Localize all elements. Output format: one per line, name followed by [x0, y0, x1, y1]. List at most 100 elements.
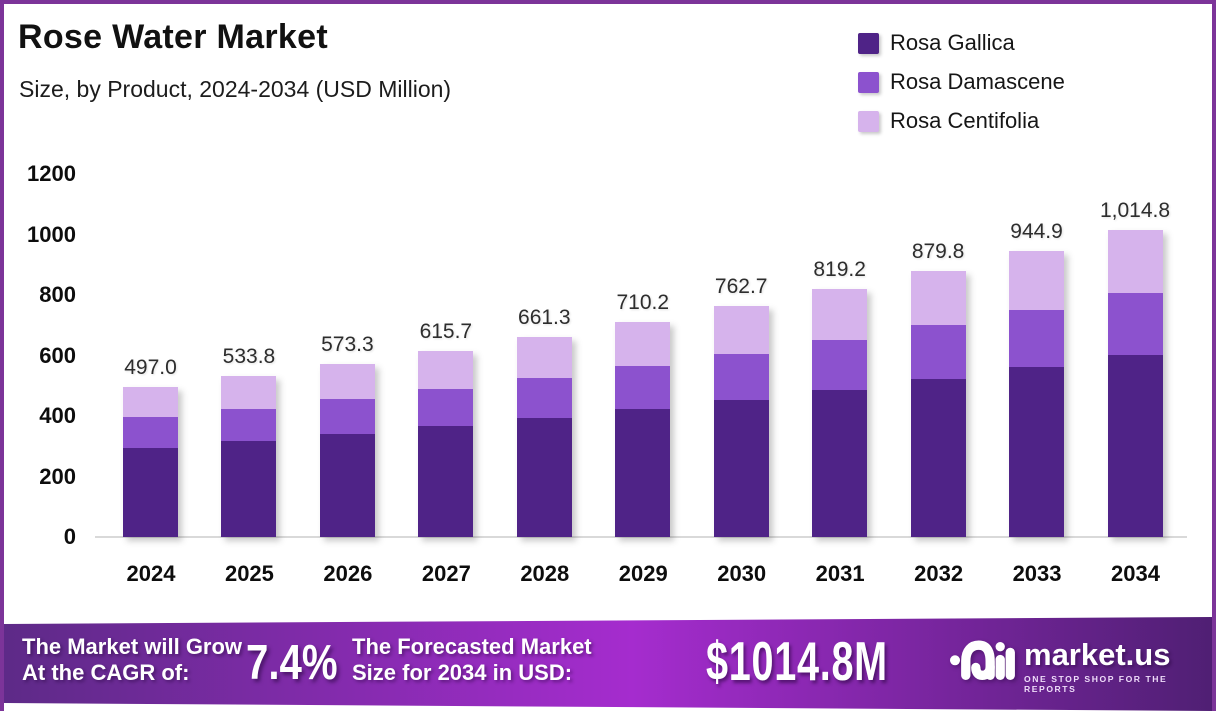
x-tick-label: 2030: [717, 561, 767, 586]
legend-swatch-rosa-centifolia-icon: [858, 110, 879, 132]
bar-stack: [418, 350, 474, 537]
chart-subtitle: Size, by Product, 2024-2034 (USD Million…: [19, 76, 452, 102]
bar-segment-rosa-damascene: [418, 388, 474, 427]
legend: Rosa Gallica Rosa Damascene Rosa Centifo…: [858, 30, 1065, 134]
y-tick-label: 800: [39, 282, 76, 307]
bar-segment-rosa-gallica: [319, 434, 375, 537]
bar-segment-rosa-damascene: [615, 366, 671, 410]
brand-name: market.us: [1024, 637, 1171, 672]
bar-segment-rosa-gallica: [221, 441, 277, 537]
bar-2029: 710.2 2029: [615, 174, 671, 586]
legend-item-rosa-centifolia: Rosa Centifolia: [858, 108, 1065, 134]
bar-total-label: 819.2: [813, 258, 866, 282]
x-tick-label: 2028: [520, 561, 570, 586]
bar-segment-rosa-gallica: [1009, 367, 1065, 537]
bar-total-label: 533.8: [222, 344, 276, 368]
bar-total-label: 661.3: [518, 305, 571, 329]
forecast-value: $1014.8M: [706, 630, 888, 692]
bar-segment-rosa-centifolia: [812, 289, 868, 340]
bar-stack: [319, 363, 375, 537]
bar-2031: 819.2 2031: [812, 174, 868, 586]
bar-segment-rosa-centifolia: [418, 350, 474, 389]
brand-tagline: ONE STOP SHOP FOR THE REPORTS: [1024, 674, 1168, 694]
x-tick-label: 2031: [815, 561, 865, 586]
bar-segment-rosa-centifolia: [615, 322, 671, 367]
bar-segment-rosa-centifolia: [910, 270, 966, 326]
bar-total-label: 1,014.8: [1099, 199, 1171, 223]
y-tick-label: 200: [39, 463, 76, 489]
bar-2032: 879.8 2032: [910, 174, 966, 586]
x-tick-label: 2026: [323, 561, 373, 586]
bar-2024: 497.0 2024: [123, 174, 178, 586]
x-tick-label: 2025: [224, 561, 274, 586]
bar-2026: 573.3 2026: [319, 174, 375, 586]
forecast-label: The Forecasted Market Size for 2034 in U…: [352, 634, 592, 685]
bar-2028: 661.3 2028: [516, 174, 572, 586]
x-tick-label: 2034: [1111, 561, 1160, 586]
y-tick-label: 0: [63, 524, 76, 549]
x-axis-baseline: [95, 536, 1187, 538]
legend-swatch-rosa-gallica-icon: [858, 32, 879, 54]
bar-segment-rosa-damascene: [1009, 309, 1065, 368]
bar-segment-rosa-damascene: [319, 399, 375, 434]
legend-item-rosa-gallica: Rosa Gallica: [858, 30, 1065, 56]
bar-segment-rosa-centifolia: [1107, 230, 1163, 293]
x-tick-label: 2029: [618, 561, 668, 586]
bar-2034: 1,014.8 2034: [1100, 174, 1170, 586]
bar-segment-rosa-gallica: [123, 447, 178, 537]
y-tick-label: 600: [39, 342, 76, 368]
bar-segment-rosa-damascene: [123, 417, 178, 448]
bar-segment-rosa-gallica: [910, 378, 966, 537]
bar-stack: [713, 306, 769, 537]
bar-segment-rosa-gallica: [1107, 354, 1163, 537]
legend-item-rosa-damascene: Rosa Damascene: [858, 69, 1065, 95]
plot-area: 497.0 2024 533.8 2025 573.3 2026 615.7 2027 661.…: [95, 174, 1187, 586]
x-tick-label: 2033: [1012, 561, 1062, 586]
bar-2027: 615.7 2027: [418, 174, 474, 586]
brand-block: market.us ONE STOP SHOP FOR THE REPORTS: [1024, 637, 1212, 695]
cagr-label: The Market will Grow At the CAGR of:: [22, 634, 243, 685]
bar-stack: [221, 375, 277, 537]
bar-segment-rosa-centifolia: [221, 375, 277, 409]
bar-segment-rosa-gallica: [615, 409, 671, 537]
market-us-logo-icon: [950, 640, 1015, 681]
bar-segment-rosa-damascene: [910, 325, 966, 379]
bar-segment-rosa-centifolia: [319, 363, 375, 400]
cagr-value: 7.4%: [246, 636, 338, 690]
footer-banner: The Market will Grow At the CAGR of: 7.4…: [4, 611, 1212, 711]
x-tick-label: 2024: [126, 561, 176, 586]
bar-total-label: 573.3: [321, 332, 374, 356]
bar-total-label: 710.2: [616, 291, 670, 315]
bar-total-label: 615.7: [419, 319, 473, 343]
y-tick-label: 400: [39, 403, 76, 428]
legend-label: Rosa Centifolia: [890, 108, 1040, 133]
x-tick-label: 2032: [914, 561, 964, 586]
bar-stack: [516, 336, 572, 537]
bar-segment-rosa-damascene: [1107, 292, 1163, 355]
legend-swatch-rosa-damascene-icon: [858, 71, 879, 93]
bar-segment-rosa-centifolia: [713, 306, 769, 354]
bar-segment-rosa-gallica: [418, 426, 474, 537]
bar-segment-rosa-centifolia: [1009, 251, 1065, 310]
bar-2025: 533.8 2025: [221, 174, 277, 586]
legend-label: Rosa Gallica: [890, 30, 1015, 55]
bar-total-label: 762.7: [714, 275, 768, 299]
y-tick-label: 1200: [27, 161, 76, 186]
bar-2033: 944.9 2033: [1009, 174, 1065, 586]
bar-segment-rosa-centifolia: [123, 386, 178, 418]
legend-label: Rosa Damascene: [890, 69, 1065, 94]
bar-segment-rosa-gallica: [713, 399, 769, 537]
bar-2030: 762.7 2030: [713, 174, 769, 586]
bar-segment-rosa-gallica: [812, 389, 868, 537]
bar-stack: [812, 289, 868, 537]
bar-segment-rosa-damascene: [713, 353, 769, 400]
bar-segment-rosa-damascene: [812, 340, 868, 390]
bar-stack: [123, 386, 178, 537]
bar-stack: [1107, 230, 1163, 537]
bar-stack: [1009, 251, 1065, 537]
bar-segment-rosa-gallica: [516, 418, 572, 537]
bar-stack: [615, 322, 671, 537]
chart-title: Rose Water Market: [18, 18, 328, 56]
bar-segment-rosa-damascene: [221, 408, 277, 442]
